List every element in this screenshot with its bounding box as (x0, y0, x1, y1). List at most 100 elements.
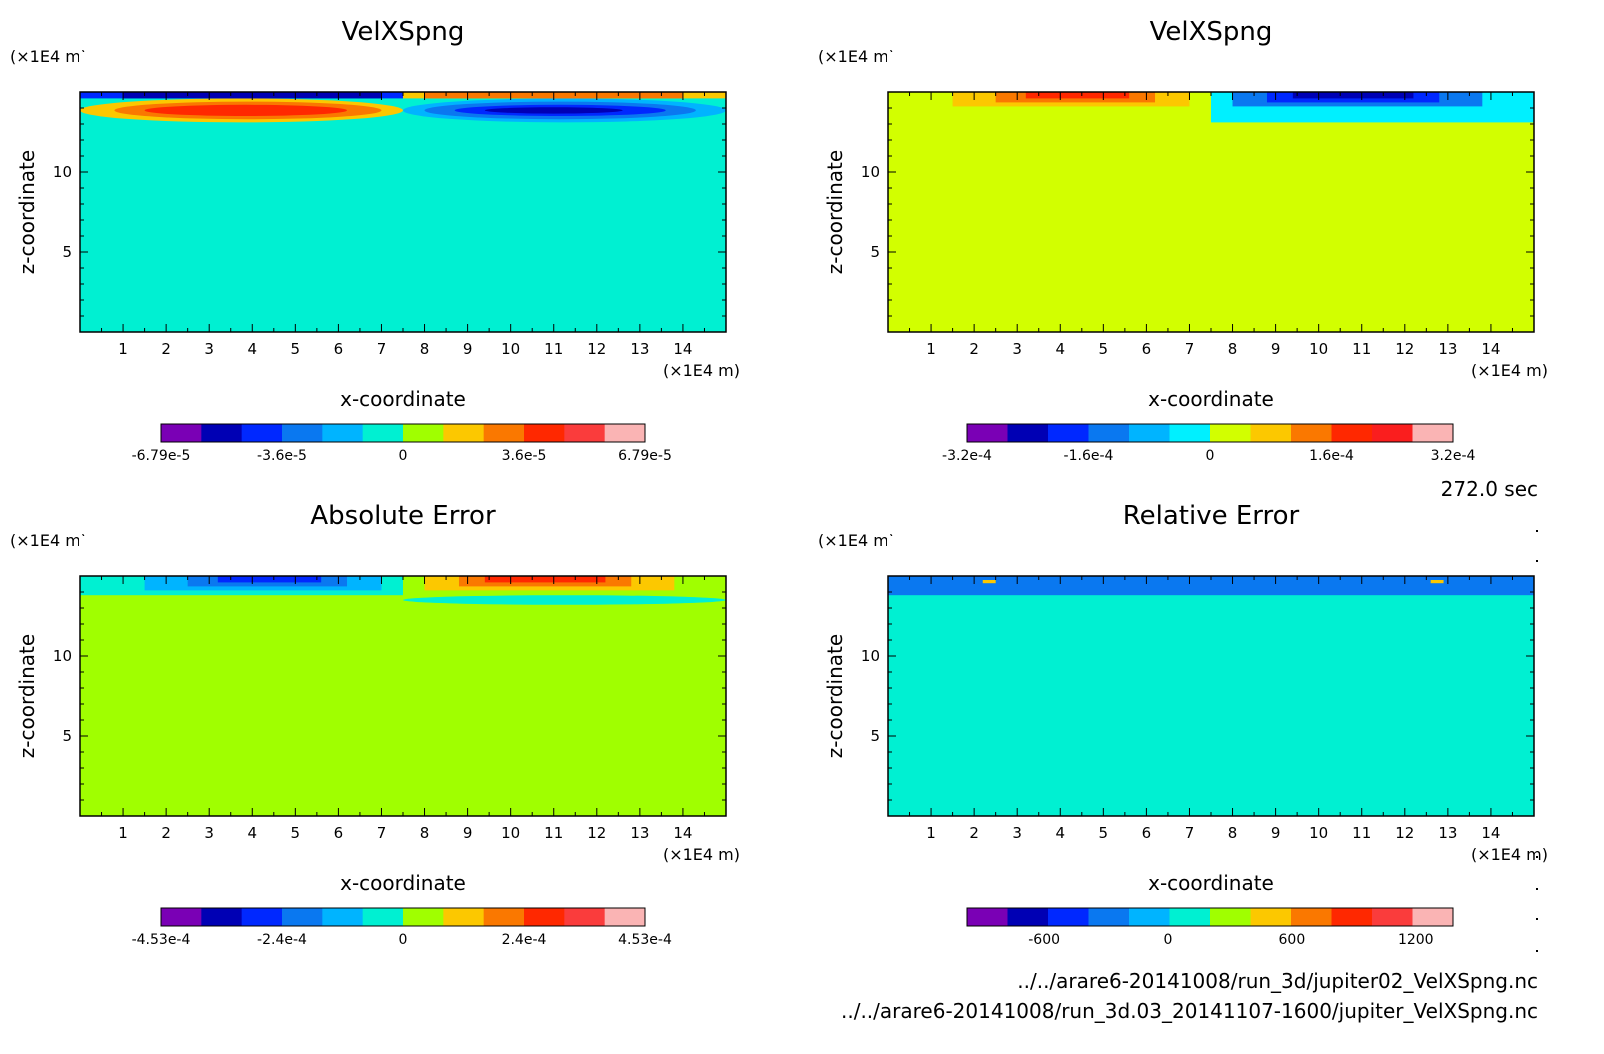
x-tick-label: 3 (204, 824, 214, 842)
heatmap-cell (217, 576, 322, 583)
colorbar-label: 1.6e-4 (1309, 448, 1354, 464)
chart-title: Relative Error (1123, 501, 1300, 531)
margin-dot (1536, 950, 1538, 952)
chart-panel-3: Absolute Error(×1E4 m)1 2 3 4 5 6 7 8 9 10 11 12 13 1… (10, 501, 740, 948)
x-tick-label: 12 (587, 824, 606, 842)
x-tick-label: 7 (377, 340, 387, 358)
x-axis-label: x-coordinate (340, 387, 466, 411)
colorbar-label: 600 (1279, 932, 1306, 948)
colorbar-swatch (524, 908, 565, 926)
colorbar-label: -2.4e-4 (257, 932, 307, 948)
colorbar-swatch (1250, 424, 1292, 442)
y-tick-label: 5 (870, 727, 880, 745)
heatmap-field (79, 52, 727, 332)
colorbar-swatch (1331, 908, 1373, 926)
colorbar-swatch (1007, 424, 1049, 442)
colorbar-label: 0 (1164, 932, 1173, 948)
heatmap-field (79, 536, 727, 816)
chart-panel-2: VelXSpng(×1E4 m)1 2 3 4 5 6 7 8 9 10 11 12 13 14510(×… (818, 17, 1548, 464)
colorbar: -6.79e-5 -3.6e-5 0 3.6e-5 6.79e-5 (132, 423, 672, 464)
colorbar-label: 3.6e-5 (502, 448, 547, 464)
colorbar-swatch (1291, 424, 1332, 442)
x-tick-label: 13 (1438, 340, 1457, 358)
x-tick-label: 13 (630, 340, 649, 358)
colorbar-swatch (201, 424, 243, 442)
colorbar-swatch (282, 908, 323, 926)
colorbar-swatch (322, 908, 364, 926)
x-tick-label: 2 (161, 340, 171, 358)
heatmap-background (888, 576, 1534, 816)
colorbar-swatch (443, 908, 485, 926)
heatmap-cell (484, 576, 606, 583)
heatmap-contour (403, 595, 726, 605)
colorbar-label: 4.53e-4 (618, 932, 672, 948)
colorbar-swatch (524, 424, 565, 442)
colorbar-label: 1200 (1398, 932, 1434, 948)
colorbar-swatch (1048, 908, 1089, 926)
colorbar-swatch (1291, 908, 1332, 926)
x-tick-label: 9 (1271, 340, 1281, 358)
colorbar-swatch (1372, 424, 1413, 442)
colorbar-swatch (241, 424, 283, 442)
colorbar-label: 3.2e-4 (1431, 448, 1476, 464)
chart-panel-4: Relative Error(×1E4 m)1 2 3 4 5 6 7 8 9 10 11 12 13 1… (818, 501, 1548, 948)
x-tick-label: 2 (969, 340, 979, 358)
x-tick-label: 11 (1352, 340, 1371, 358)
y-tick-label: 5 (62, 243, 72, 261)
colorbar-label: 6.79e-5 (618, 448, 672, 464)
x-tick-label: 5 (291, 340, 301, 358)
colorbar-swatch (1048, 424, 1089, 442)
x-tick-label: 11 (1352, 824, 1371, 842)
colorbar-label: -6.79e-5 (132, 448, 191, 464)
colorbar-swatch (1412, 424, 1454, 442)
clip-mask (887, 536, 1535, 575)
colorbar-swatch (322, 424, 364, 442)
colorbar-swatch (1169, 424, 1211, 442)
x-tick-label: 4 (1055, 824, 1065, 842)
x-tick-label: 7 (1185, 824, 1195, 842)
clip-mask (887, 52, 1535, 91)
heatmap-background (80, 92, 726, 332)
colorbar-swatch (1169, 908, 1211, 926)
colorbar-label: -4.53e-4 (132, 932, 191, 948)
x-tick-label: 12 (1395, 824, 1414, 842)
x-unit-label: (×1E4 m) (1471, 845, 1548, 864)
colorbar-swatch (161, 908, 202, 926)
y-tick-label: 10 (53, 647, 72, 665)
y-axis-label: z-coordinate (823, 634, 847, 758)
y-tick-label: 10 (861, 647, 880, 665)
x-tick-label: 13 (630, 824, 649, 842)
colorbar-swatch (282, 424, 323, 442)
colorbar-swatch (1210, 908, 1251, 926)
colorbar-swatch (1412, 908, 1454, 926)
x-tick-label: 14 (673, 824, 692, 842)
clip-mask (79, 52, 727, 91)
x-tick-label: 1 (118, 824, 128, 842)
heatmap-background (80, 576, 726, 816)
colorbar-swatch (1250, 908, 1292, 926)
x-tick-label: 9 (463, 824, 473, 842)
file-path-2: ../../arare6-20141008/run_3d.03_20141107… (841, 999, 1538, 1023)
x-tick-label: 3 (1012, 340, 1022, 358)
colorbar-swatch (1129, 908, 1170, 926)
colorbar-swatch (362, 424, 404, 442)
x-tick-label: 10 (1309, 824, 1328, 842)
chart-title: VelXSpng (1150, 17, 1273, 47)
x-tick-label: 4 (247, 824, 257, 842)
y-axis-label: z-coordinate (15, 634, 39, 758)
colorbar-swatch (1007, 908, 1049, 926)
colorbar-swatch (604, 908, 646, 926)
colorbar-label: -3.2e-4 (942, 448, 992, 464)
colorbar-swatch (403, 424, 444, 442)
x-tick-label: 2 (969, 824, 979, 842)
colorbar-swatch (483, 908, 525, 926)
colorbar-label: -3.6e-5 (257, 448, 307, 464)
x-tick-label: 13 (1438, 824, 1457, 842)
x-tick-label: 5 (1099, 340, 1109, 358)
colorbar-label: 0 (399, 448, 408, 464)
x-axis-label: x-coordinate (1148, 387, 1274, 411)
colorbar-swatch (362, 908, 404, 926)
x-tick-label: 11 (544, 824, 563, 842)
y-tick-label: 10 (861, 163, 880, 181)
x-tick-label: 1 (926, 824, 936, 842)
